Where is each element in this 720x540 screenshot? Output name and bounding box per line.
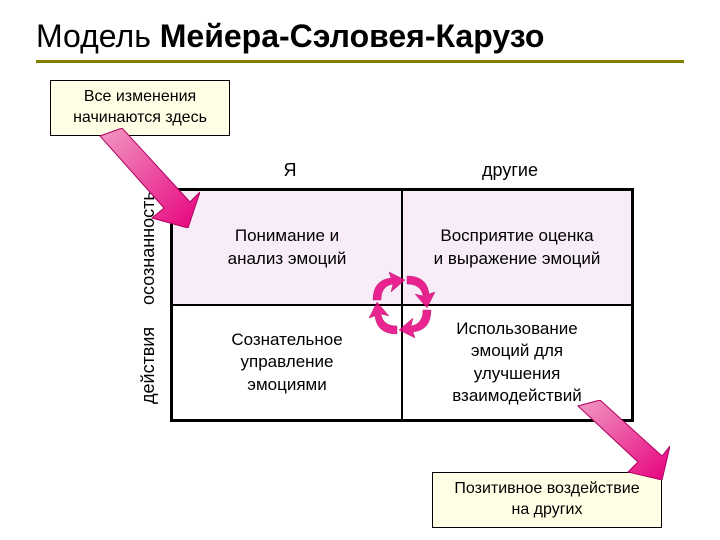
matrix-cell: Восприятие оценкаи выражение эмоций xyxy=(402,190,632,305)
arrow-top-to-matrix-icon xyxy=(90,128,200,228)
corner-arrow-icon xyxy=(397,300,437,340)
matrix-cell-text: Использованиеэмоций дляулучшениявзаимоде… xyxy=(452,318,582,406)
matrix-cell-text: Восприятие оценкаи выражение эмоций xyxy=(434,225,601,269)
note-top-text: Все измененияначинаются здесь xyxy=(73,88,207,126)
note-bottom-text: Позитивное воздействиена других xyxy=(454,480,639,518)
slide-title: Модель Мейера-Сэловея-Карузо xyxy=(36,18,544,55)
title-underline xyxy=(36,60,684,63)
title-light: Модель xyxy=(36,18,160,54)
column-header-self: Я xyxy=(260,160,320,181)
matrix-cell-text: Понимание ианализ эмоций xyxy=(228,225,347,269)
title-bold: Мейера-Сэловея-Карузо xyxy=(160,18,545,54)
matrix-grid: Понимание ианализ эмоций Восприятие оценк… xyxy=(170,188,634,422)
matrix-cell: Понимание ианализ эмоций xyxy=(172,190,402,305)
column-header-others: другие xyxy=(460,160,560,181)
row-label-actions: действия xyxy=(138,320,159,410)
matrix-cell-text: Сознательноеуправлениеэмоциями xyxy=(231,329,342,395)
arrow-matrix-to-bottom-icon xyxy=(570,400,670,480)
note-bottom-box: Позитивное воздействиена других xyxy=(432,472,662,528)
matrix-cell: Сознательноеуправлениеэмоциями xyxy=(172,305,402,420)
